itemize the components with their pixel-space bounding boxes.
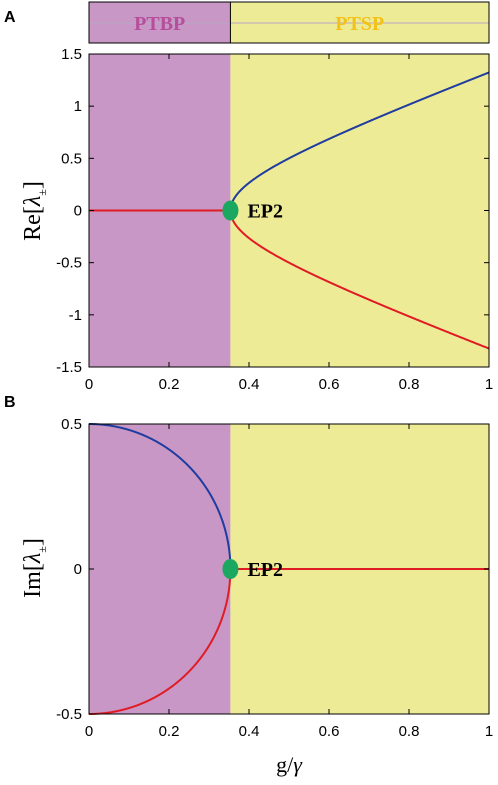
- x-tick-label: 0.6: [319, 376, 340, 393]
- y-tick-label: 1: [74, 98, 82, 115]
- y-tick-label: 0: [74, 203, 82, 220]
- x-tick-label: 1: [485, 376, 493, 393]
- x-axis-label: g/γ: [276, 752, 303, 777]
- x-tick-label: 0.2: [159, 723, 180, 740]
- y-tick-label: 0.5: [61, 416, 82, 433]
- ep-marker: [222, 559, 239, 579]
- y-tick-label: -1.5: [56, 359, 82, 376]
- x-tick-label: 0: [85, 376, 93, 393]
- y-tick-label: -1: [69, 307, 82, 324]
- region-ptbp: [89, 424, 231, 714]
- region-ptsp: [230, 54, 489, 367]
- panel-letter-A: A: [4, 9, 16, 26]
- y-axis-label: Re[λ±]: [20, 181, 49, 241]
- x-tick-label: 0.8: [399, 376, 420, 393]
- y-tick-label: 0.5: [61, 150, 82, 167]
- ep-annotation: EP2: [247, 559, 283, 581]
- series-line-upper: [229, 71, 490, 211]
- legend-ptsp-label: PTSP: [335, 13, 384, 35]
- ep-marker: [222, 200, 239, 221]
- legend-frame: [88, 1, 490, 44]
- panel-A: EP2 0 0.2 0.4 0.6 0.8 1 -1.5 -1 -0.5 0 0.5 1 1.5 A Re[λ…: [4, 9, 493, 393]
- x-tick-label: 0.4: [239, 376, 260, 393]
- y-tick-label: -0.5: [56, 706, 82, 723]
- ep-annotation: EP2: [247, 201, 283, 223]
- x-tick-label: 1: [485, 723, 493, 740]
- x-tick-label: 0.6: [319, 723, 340, 740]
- x-tick-label: 0.4: [239, 723, 260, 740]
- y-tick-label: 1.5: [61, 46, 82, 63]
- legend-bar: PTBP PTSP: [88, 1, 490, 44]
- x-tick-label: 0.8: [399, 723, 420, 740]
- legend-ptbp-label: PTBP: [134, 13, 185, 35]
- y-tick-label: -0.5: [56, 255, 82, 272]
- series-line-lower: [89, 568, 489, 715]
- x-tick-label: 0: [85, 723, 93, 740]
- y-axis-label: Im[λ±]: [20, 538, 49, 598]
- series-line-lower: [89, 209, 490, 350]
- series-line-upper: [89, 423, 232, 570]
- panel-letter-B: B: [4, 394, 16, 411]
- y-tick-label: 0: [74, 561, 82, 578]
- x-tick-label: 0.2: [159, 376, 180, 393]
